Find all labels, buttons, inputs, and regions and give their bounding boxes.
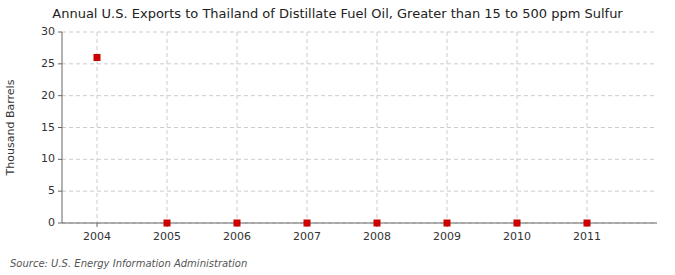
- grid-line-x: [447, 32, 448, 223]
- grid-line-x: [587, 32, 588, 223]
- x-tick-label: 2005: [153, 230, 181, 243]
- grid-line-x: [377, 32, 378, 223]
- points: [94, 54, 590, 226]
- y-tick-label: 15: [41, 121, 55, 134]
- chart-container: 0 5 10 15 20 25 30 2004 2005 2006 2007 2008 2009 2010…: [0, 0, 675, 275]
- y-tick-label: 30: [41, 25, 55, 38]
- x-axis-line: [62, 223, 657, 224]
- point: [584, 220, 590, 226]
- point: [514, 220, 520, 226]
- grid-line-y: [62, 159, 657, 160]
- grid-line-y: [62, 191, 657, 192]
- grid-line-y: [62, 63, 657, 64]
- y-tick-label: 25: [41, 57, 55, 70]
- y-tick-label: 20: [41, 89, 55, 102]
- y-tick-label: 5: [48, 184, 55, 197]
- x-tick-label: 2010: [503, 230, 531, 243]
- chart-svg: 0 5 10 15 20 25 30 2004 2005 2006 2007 2008 2009 2010…: [0, 0, 675, 275]
- y-axis-label: Thousand Barrels: [4, 79, 17, 176]
- x-tick-label: 2004: [83, 230, 111, 243]
- source-note: Source: U.S. Energy Information Administ…: [10, 258, 247, 269]
- y-tick: [58, 95, 62, 96]
- y-tick: [58, 63, 62, 64]
- y-tick: [58, 127, 62, 128]
- point: [164, 220, 170, 226]
- point: [444, 220, 450, 226]
- grid-line-y: [62, 95, 657, 96]
- grid-line-x: [307, 32, 308, 223]
- y-tick-label: 0: [48, 216, 55, 229]
- x-tick-label: 2007: [293, 230, 321, 243]
- grid-line-y: [62, 223, 657, 224]
- point: [94, 54, 100, 60]
- y-tick: [58, 223, 62, 224]
- axes: 0 5 10 15 20 25 30 2004 2005 2006 2007 2008 2009 2010…: [41, 25, 657, 243]
- grid-line-y: [62, 32, 657, 33]
- x-tick-label: 2011: [573, 230, 601, 243]
- x-tick-label: 2009: [433, 230, 461, 243]
- x-tick-label: 2008: [363, 230, 391, 243]
- grid: [62, 32, 657, 223]
- grid-line-y: [62, 127, 657, 128]
- y-tick-label: 10: [41, 152, 55, 165]
- y-axis-line: [62, 32, 63, 223]
- grid-line-x: [167, 32, 168, 223]
- grid-line-x: [237, 32, 238, 223]
- point: [374, 220, 380, 226]
- title: Annual U.S. Exports to Thailand of Disti…: [52, 6, 623, 21]
- grid-line-x: [517, 32, 518, 223]
- x-tick: [97, 223, 98, 227]
- y-tick: [58, 159, 62, 160]
- y-tick: [58, 191, 62, 192]
- y-tick: [58, 32, 62, 33]
- point: [234, 220, 240, 226]
- point: [304, 220, 310, 226]
- x-tick-label: 2006: [223, 230, 251, 243]
